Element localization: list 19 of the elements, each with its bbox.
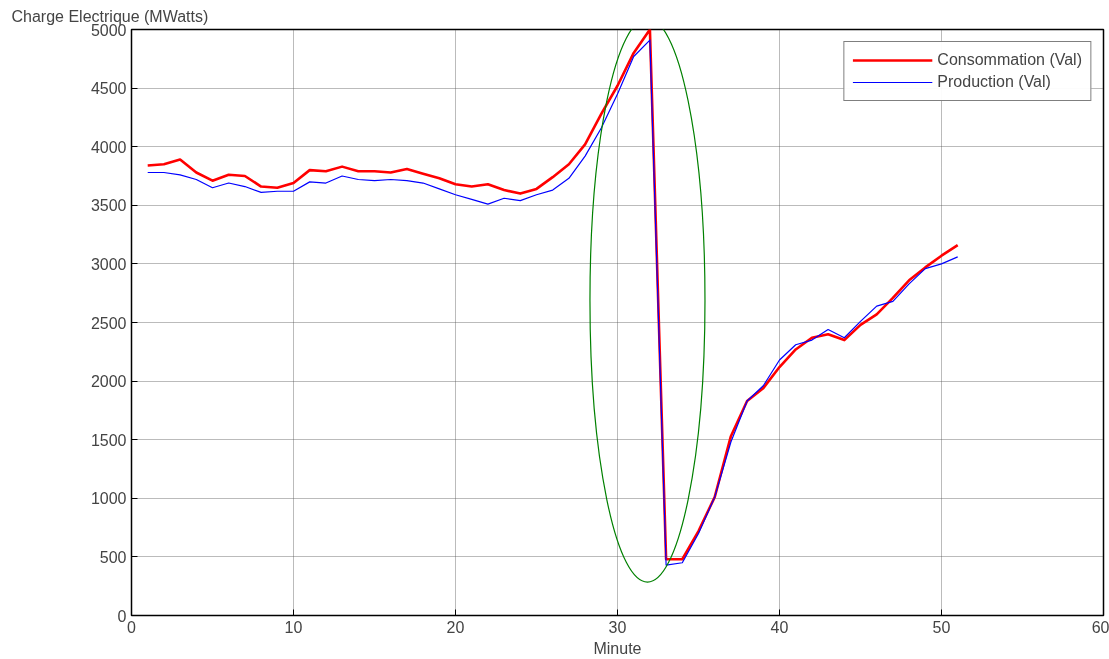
y-tick-label: 3500 bbox=[90, 197, 127, 215]
y-tick-label: 4500 bbox=[90, 80, 127, 98]
x-tick-label: 20 bbox=[446, 618, 465, 636]
x-axis-title: Minute bbox=[593, 639, 642, 657]
y-tick-label: 0 bbox=[117, 607, 127, 625]
x-tick-label: 30 bbox=[608, 618, 627, 636]
legend-label: Production (Val) bbox=[937, 73, 1051, 91]
y-tick-label: 500 bbox=[99, 548, 127, 566]
y-tick-label: 1500 bbox=[90, 431, 127, 449]
legend-label: Consommation (Val) bbox=[937, 51, 1082, 69]
y-tick-label: 3000 bbox=[90, 255, 127, 273]
x-tick-label: 40 bbox=[770, 618, 789, 636]
x-tick-label: 50 bbox=[932, 618, 951, 636]
y-tick-label: 1000 bbox=[90, 490, 127, 508]
x-tick-label: 10 bbox=[284, 618, 303, 636]
y-tick-label: 2000 bbox=[90, 373, 127, 391]
y-tick-label: 2500 bbox=[90, 314, 127, 332]
x-tick-label: 60 bbox=[1091, 618, 1109, 636]
y-tick-label: 4000 bbox=[90, 138, 127, 156]
